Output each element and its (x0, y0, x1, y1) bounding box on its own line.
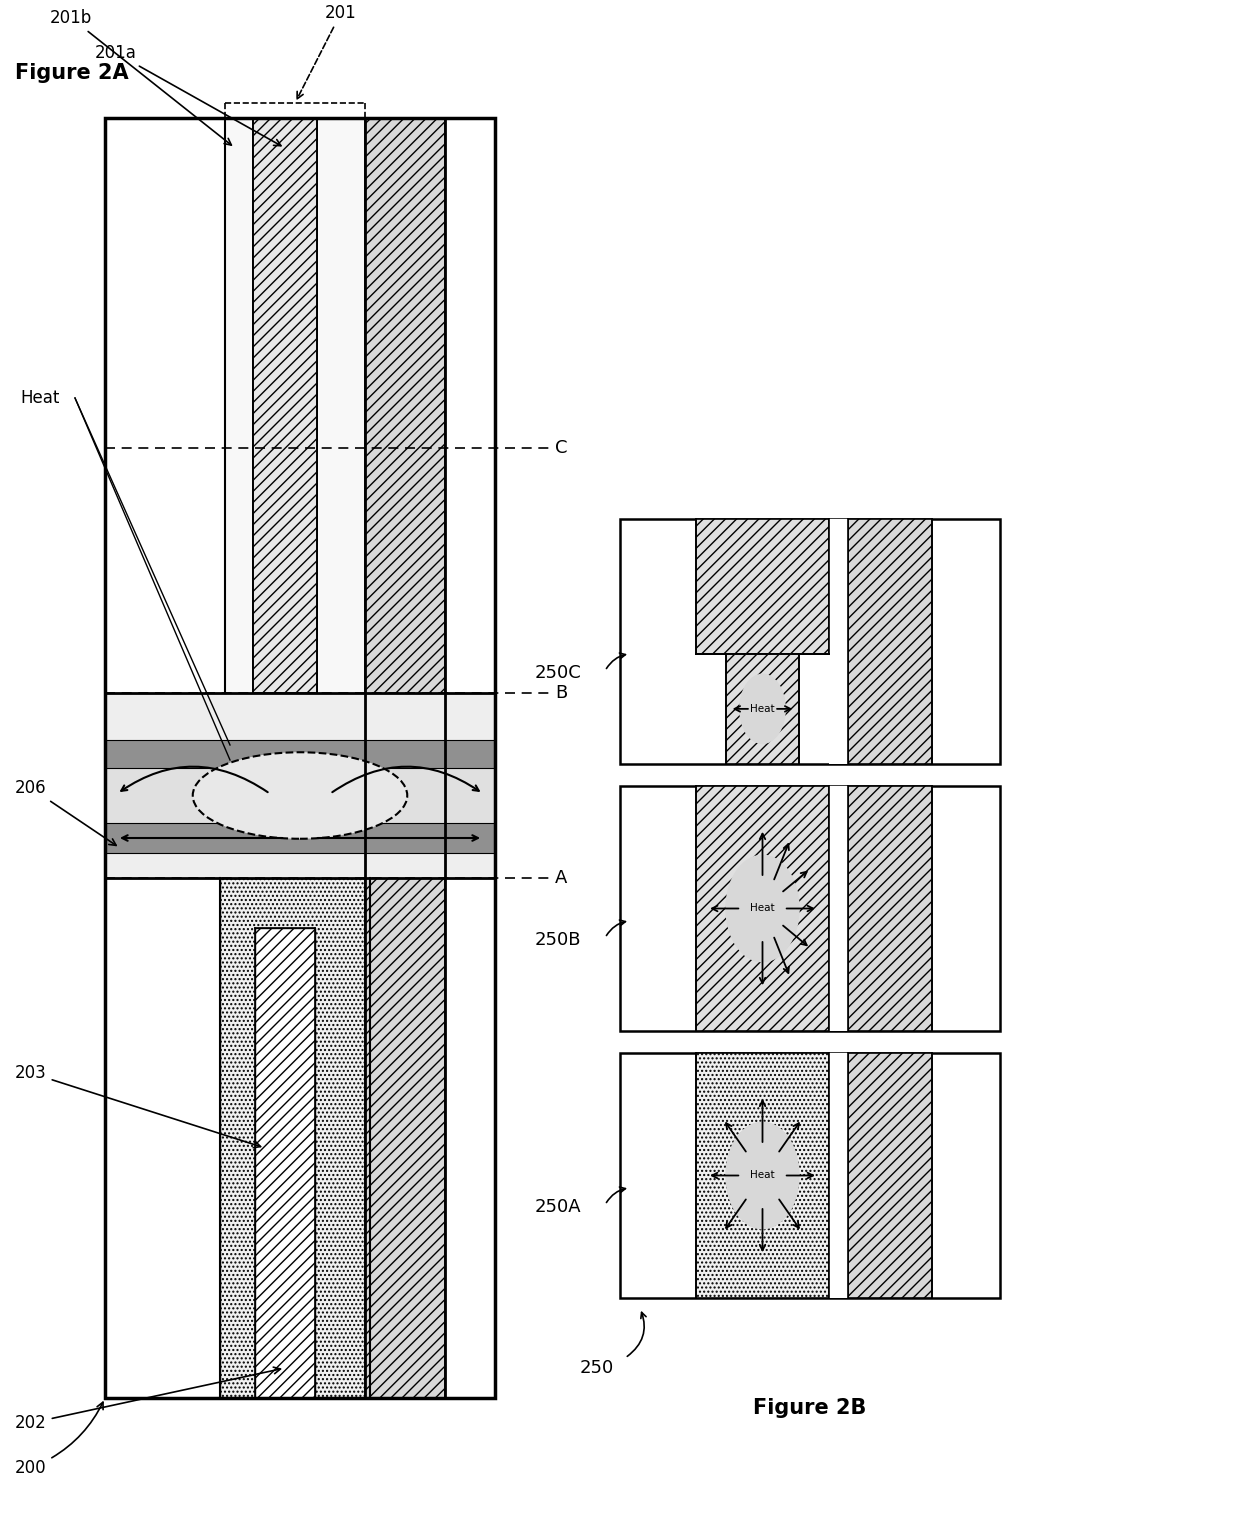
Text: C: C (556, 439, 568, 457)
Bar (105, 694, 495, 739)
Ellipse shape (192, 753, 407, 839)
Bar (224, 118, 365, 694)
Bar (620, 786, 999, 1031)
Text: Heat: Heat (20, 389, 60, 407)
Bar (105, 853, 495, 877)
Bar (253, 118, 317, 694)
Bar (105, 118, 495, 1398)
Bar (848, 786, 931, 1031)
Bar (255, 927, 315, 1398)
Bar (725, 654, 799, 764)
Text: 250A: 250A (534, 1198, 582, 1216)
Text: 206: 206 (15, 779, 117, 846)
Text: 250: 250 (580, 1359, 614, 1377)
Bar (696, 1053, 830, 1298)
Bar (105, 823, 495, 853)
Ellipse shape (739, 674, 786, 744)
Bar (696, 519, 830, 654)
Bar (620, 519, 999, 764)
Bar (830, 519, 848, 764)
Text: 250C: 250C (534, 665, 582, 682)
Bar (365, 118, 445, 1398)
Text: 201: 201 (298, 5, 357, 99)
Text: Figure 2B: Figure 2B (754, 1398, 867, 1418)
Text: 202: 202 (15, 1368, 280, 1431)
Bar (830, 1053, 848, 1298)
Bar (848, 1053, 931, 1298)
Bar (696, 786, 830, 1031)
Bar (253, 118, 317, 694)
Text: 203: 203 (15, 1064, 260, 1148)
Ellipse shape (725, 855, 800, 962)
Bar (105, 739, 495, 768)
Bar (105, 877, 495, 1398)
Bar (620, 1053, 999, 1298)
Text: Heat: Heat (750, 704, 775, 713)
Bar (105, 768, 495, 823)
Bar (830, 786, 848, 1031)
Text: B: B (556, 685, 567, 701)
Bar (848, 519, 931, 764)
Text: Figure 2A: Figure 2A (15, 64, 129, 83)
Text: A: A (556, 868, 568, 887)
Text: Heat: Heat (750, 903, 775, 914)
Text: 201a: 201a (95, 44, 281, 146)
Text: 201b: 201b (50, 9, 232, 146)
Bar (105, 118, 495, 1398)
Text: 250B: 250B (534, 931, 582, 949)
Text: 200: 200 (15, 1403, 103, 1477)
Ellipse shape (725, 1122, 800, 1230)
Bar (219, 877, 370, 1398)
Bar (105, 118, 495, 694)
Text: Heat: Heat (750, 1170, 775, 1181)
